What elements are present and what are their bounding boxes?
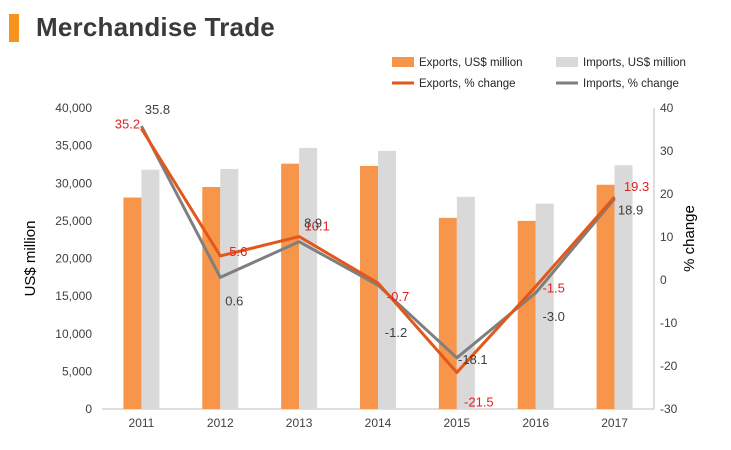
exports-bar (360, 165, 378, 409)
legend-exports-line-label: Exports, % change (419, 78, 516, 90)
imports-change-label: -1.2 (385, 325, 407, 340)
x-tick-label: 2015 (444, 416, 471, 430)
exports-bar (438, 217, 457, 409)
y-tick-label: 20,000 (55, 252, 92, 266)
x-tick-label: 2012 (207, 416, 234, 430)
x-tick-label: 2017 (601, 416, 628, 430)
y2-tick-label: 10 (660, 230, 674, 244)
y2-tick-label: 20 (660, 187, 674, 201)
exports-change-label: 5.6 (229, 244, 247, 259)
imports-change-label: -3.0 (543, 309, 565, 324)
legend-imports-line-label: Imports, % change (583, 78, 679, 90)
exports-bar (123, 197, 142, 409)
y-tick-label: 15,000 (55, 289, 92, 303)
imports-change-label: 8.9 (304, 216, 322, 231)
imports-bar (141, 169, 160, 409)
legend-imports-bar-swatch (556, 57, 578, 67)
imports-bar (220, 168, 239, 409)
exports-change-label: 10.1 (304, 219, 329, 234)
imports-bar (299, 147, 318, 409)
exports-change-label: 19.3 (624, 179, 649, 194)
exports-change-label: -0.7 (387, 289, 409, 304)
imports-bar (535, 203, 554, 409)
y-tick-label: 40,000 (55, 101, 92, 115)
x-tick-label: 2011 (129, 416, 155, 430)
y-tick-label: 0 (85, 402, 92, 416)
legend-exports-bar-swatch (392, 57, 414, 67)
imports-change-label: 18.9 (618, 203, 643, 218)
exports-bar (281, 163, 300, 409)
exports-change-label: -1.5 (543, 280, 565, 295)
x-tick-label: 2013 (286, 416, 313, 430)
imports-change-label: 35.8 (145, 102, 170, 117)
y2-tick-label: -20 (660, 359, 678, 373)
y-tick-label: 10,000 (55, 327, 92, 341)
exports-change-line (140, 127, 616, 374)
y2-tick-label: -30 (660, 402, 678, 416)
y-axis-title: US$ million (22, 221, 39, 297)
imports-change-label: 0.6 (225, 293, 243, 308)
y2-tick-label: 30 (660, 144, 674, 158)
x-tick-label: 2016 (522, 416, 549, 430)
x-tick-label: 2014 (365, 416, 392, 430)
y2-tick-label: -10 (660, 316, 678, 330)
legend-imports-bar-label: Imports, US$ million (583, 57, 686, 69)
page-title: Merchandise Trade (36, 12, 275, 42)
title-accent-bar (9, 14, 19, 42)
y-tick-label: 30,000 (55, 176, 92, 190)
y-tick-label: 25,000 (55, 214, 92, 228)
exports-bar (517, 220, 536, 409)
y-tick-label: 35,000 (55, 139, 92, 153)
y2-tick-label: 40 (660, 101, 674, 115)
exports-bar (596, 184, 615, 409)
y-tick-label: 5,000 (62, 364, 92, 378)
imports-change-label: -18.1 (458, 352, 488, 367)
exports-change-label: 35.2 (115, 117, 140, 132)
y2-axis-title: % change (681, 205, 698, 272)
imports-bar (456, 196, 475, 409)
imports-bar (378, 150, 396, 409)
y2-tick-label: 0 (660, 273, 667, 287)
imports-bar (614, 165, 633, 409)
exports-change-label: -21.5 (464, 394, 494, 409)
exports-bar (202, 187, 221, 409)
legend-exports-bar-label: Exports, US$ million (419, 57, 523, 69)
